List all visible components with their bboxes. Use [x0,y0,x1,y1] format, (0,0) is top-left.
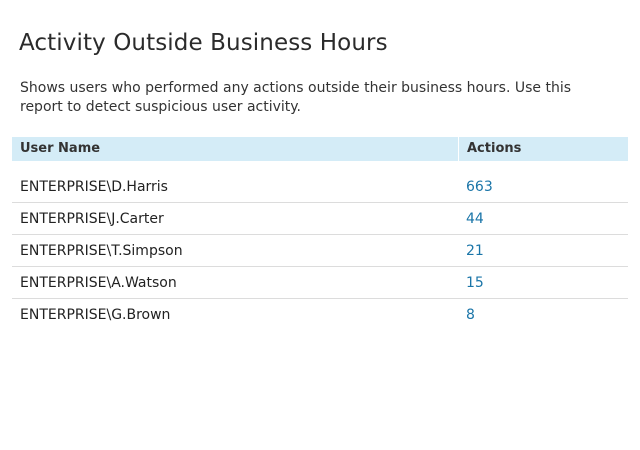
actions-count-link[interactable]: 21 [466,242,484,259]
report-description: Shows users who performed any actions ou… [20,80,572,115]
user-name-cell: ENTERPRISE\G.Brown [20,307,171,323]
table-row: ENTERPRISE\D.Harris 663 [12,171,628,203]
table-header: User Name Actions [12,137,628,161]
user-name-cell: ENTERPRISE\D.Harris [20,178,168,195]
user-name-cell: ENTERPRISE\J.Carter [20,210,164,227]
user-name-cell: ENTERPRISE\T.Simpson [20,242,183,259]
actions-count-link[interactable]: 8 [466,307,475,323]
actions-count-link[interactable]: 663 [466,178,493,195]
table-body: ENTERPRISE\D.Harris 663 ENTERPRISE\J.Car… [12,161,628,331]
table-row: ENTERPRISE\A.Watson 15 [12,267,628,299]
user-name-cell: ENTERPRISE\A.Watson [20,274,177,291]
actions-count-link[interactable]: 15 [466,274,484,291]
table-row: ENTERPRISE\G.Brown 8 [12,299,628,331]
actions-count-link[interactable]: 44 [466,210,484,227]
table-row: ENTERPRISE\J.Carter 44 [12,203,628,235]
table-row: ENTERPRISE\T.Simpson 21 [12,235,628,267]
report-title: Activity Outside Business Hours [19,30,388,56]
activity-table: User Name Actions ENTERPRISE\D.Harris 66… [12,137,628,331]
column-header-actions[interactable]: Actions [467,141,522,156]
column-header-user-name[interactable]: User Name [12,137,459,161]
